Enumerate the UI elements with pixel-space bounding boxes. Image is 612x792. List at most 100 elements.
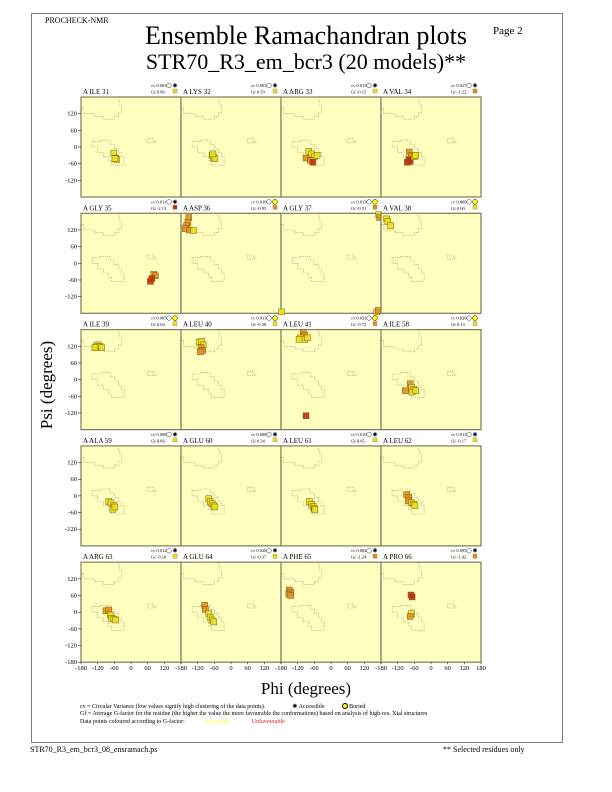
gf-colour-swatch (472, 321, 478, 326)
y-tick-label: -120 (65, 294, 77, 301)
data-point (111, 155, 119, 162)
clock-icon (266, 548, 272, 554)
legend-cv: cv = Circular Variance (low values signi… (80, 703, 365, 710)
residue-label: A GLU 64 (183, 553, 213, 561)
gf-colour-swatch (372, 321, 378, 326)
x-tick-label: -120 (92, 665, 104, 672)
legend-colour-text: Data points coloured according to G-fact… (80, 719, 185, 725)
x-tick-label: -120 (392, 665, 404, 672)
left-alpha-region-outline (147, 371, 157, 376)
buried-icon (372, 315, 378, 321)
left-alpha-region-outline (247, 254, 257, 260)
cv-value: cv 0.005 (151, 316, 167, 321)
y-tick-label: 120 (67, 111, 77, 118)
y-tick-label: 0 (74, 260, 77, 267)
alpha-region-outline (291, 372, 325, 398)
x-tick-label: 60 (244, 665, 251, 672)
gf-colour-swatch (372, 205, 378, 210)
y-tick-label: 0 (74, 377, 77, 384)
gf-colour-swatch (472, 554, 478, 559)
gf-value: Gf 0.34 (251, 438, 265, 443)
beta-region-outline (380, 445, 422, 469)
cv-value: cv 0.003 (251, 83, 267, 88)
cv-value: cv 0.027 (451, 83, 467, 88)
residue-label: A GLY 37 (283, 204, 312, 212)
residue-label: A PHE 65 (283, 553, 312, 561)
buried-icon (341, 703, 348, 709)
legend-buried: Buried (349, 704, 366, 710)
gf-value: Gf 0.00 (451, 206, 465, 211)
cv-value: cv 0.013 (351, 199, 367, 204)
left-alpha-region-outline (147, 603, 157, 609)
residue-label: A ILE 31 (83, 88, 110, 96)
buried-icon (472, 199, 478, 205)
gf-colour-swatch (372, 88, 378, 94)
clock-icon (466, 315, 472, 321)
cv-value: cv 0.013 (451, 432, 467, 437)
ramachandran-panel: A LYS 32 cv 0.003 Gf 0.59 ✺ (180, 83, 282, 198)
data-point (111, 503, 119, 511)
data-point (408, 593, 416, 601)
gf-value: Gf -0.10 (151, 555, 167, 560)
beta-region-outline (280, 213, 322, 236)
gf-value: Gf -0.72 (351, 322, 366, 327)
alpha-region-outline (391, 488, 425, 515)
data-point (210, 618, 218, 626)
x-tick-label: -180 (275, 665, 287, 672)
data-point (304, 334, 311, 342)
cv-value: cv 0.010 (351, 432, 367, 437)
data-point (147, 278, 154, 285)
y-axis-label: Psi (degrees) (37, 340, 56, 430)
residue-label: A LEU 41 (283, 321, 312, 329)
beta-region-outline (380, 213, 422, 236)
legend-unfavourable: Unfavourable (251, 719, 285, 725)
clock-icon (266, 199, 272, 205)
ramachandran-panel: A ARG 33 cv 0.015 Gf -0.15 ✺ (280, 83, 382, 198)
left-alpha-region-outline (247, 603, 257, 609)
gf-colour-swatch (272, 88, 278, 94)
accessible-icon: ✺ (473, 83, 478, 90)
gf-value: Gf -0.51 (351, 206, 366, 211)
clock-icon (166, 548, 172, 554)
beta-region-outline (280, 96, 322, 120)
accessible-icon: ✺ (473, 431, 478, 438)
gf-value: Gf 0.13 (451, 322, 465, 327)
cv-value: cv 0.011 (151, 199, 166, 204)
left-alpha-region-outline (447, 603, 457, 609)
gf-colour-swatch (172, 88, 178, 94)
y-tick-label: 120 (67, 460, 77, 467)
page-number: Page 2 (493, 25, 523, 37)
data-point (278, 308, 285, 316)
y-tick-label: 120 (67, 227, 77, 234)
residue-label: A ILE 39 (83, 321, 110, 329)
beta-region-outline (80, 561, 122, 585)
clock-icon (366, 315, 372, 321)
gf-value: Gf -0.37 (251, 555, 267, 560)
left-alpha-region-outline (147, 487, 157, 492)
accessible-icon: ✺ (173, 199, 178, 206)
x-tick-label: -120 (292, 665, 304, 672)
clock-icon (366, 199, 372, 205)
left-alpha-region-outline (447, 138, 457, 144)
x-tick-label: -180 (375, 665, 387, 672)
data-point (406, 158, 414, 165)
data-point (91, 344, 99, 351)
beta-region-outline (280, 329, 322, 353)
residue-label: A ILE 58 (383, 321, 410, 329)
gf-value: Gf -0.38 (251, 322, 267, 327)
legend-cv-text: cv = Circular Variance (low values signi… (80, 704, 266, 710)
residue-label: A ALA 59 (83, 437, 112, 445)
ramachandran-panel: A GLY 37 cv 0.013 Gf -0.51 (278, 199, 383, 316)
gf-colour-swatch (272, 437, 278, 443)
alpha-region-outline (91, 605, 125, 631)
x-axis-label: Phi (degrees) (260, 679, 352, 698)
gf-colour-swatch (472, 88, 478, 94)
data-point (309, 159, 317, 166)
gf-colour-swatch (472, 437, 478, 443)
gf-colour-swatch (172, 437, 178, 443)
left-alpha-region-outline (347, 254, 357, 260)
